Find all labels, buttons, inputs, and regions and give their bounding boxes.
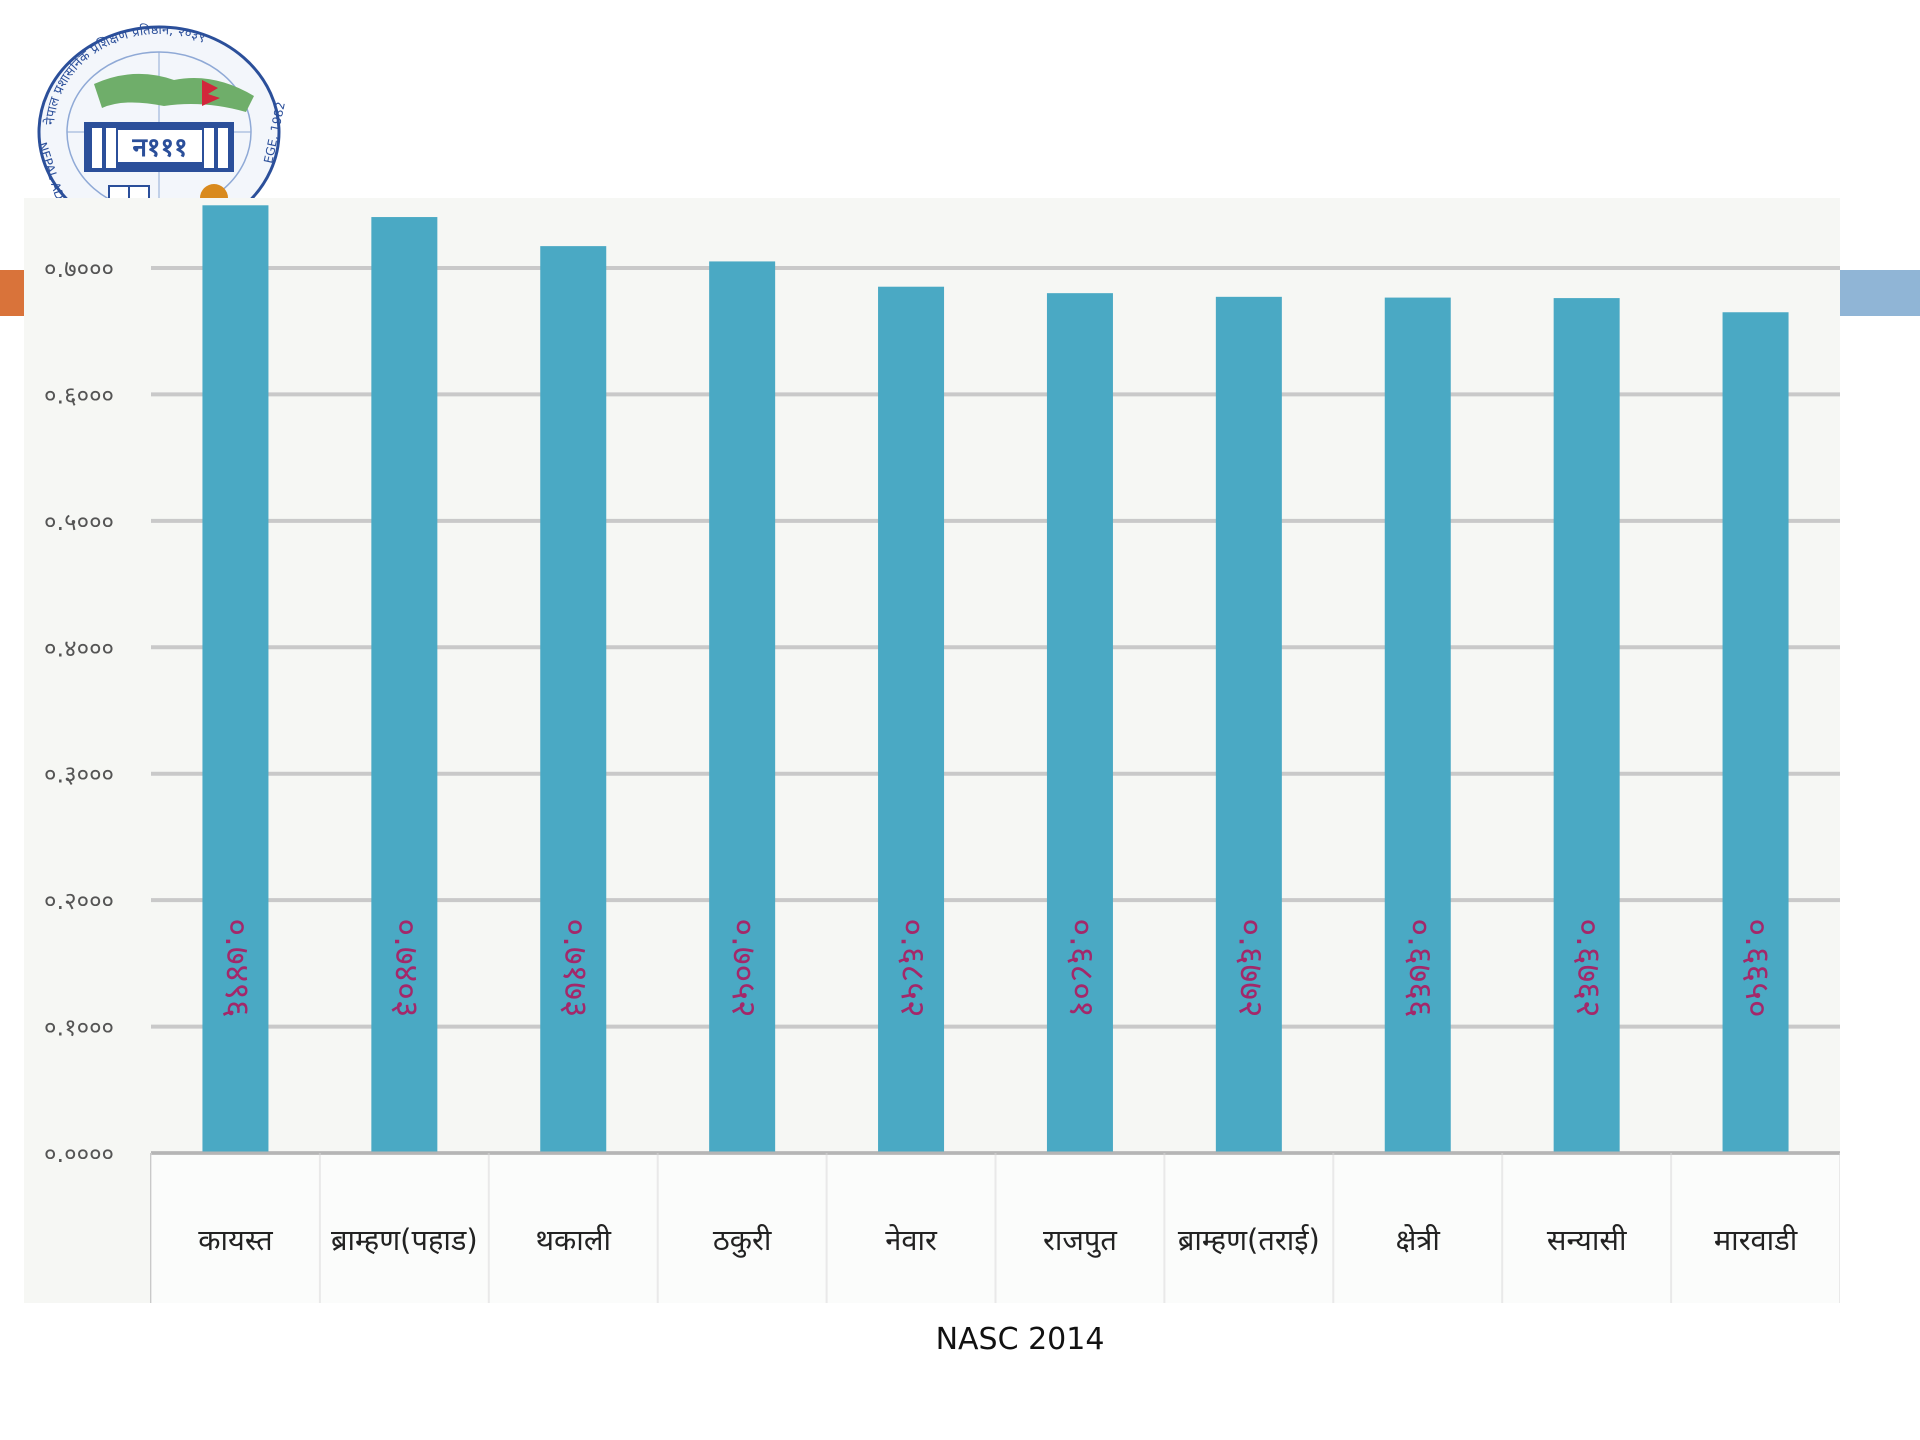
bar-data-label: ०.६८५२ bbox=[893, 918, 933, 1017]
category-band bbox=[151, 1155, 1840, 1303]
logo-emblem-text: न१११ bbox=[132, 133, 188, 163]
bar-data-label: ०.७१७३ bbox=[555, 918, 595, 1017]
bar bbox=[540, 246, 607, 1153]
x-category-label: ठकुरी bbox=[713, 1223, 772, 1258]
bar-data-label: ०.७४०३ bbox=[386, 918, 426, 1017]
bar bbox=[1722, 312, 1789, 1153]
institution-logo: नेपाल प्रशासनिक प्रशिक्षण प्रतिष्ठान, २०… bbox=[14, 14, 304, 244]
x-category-label: मारवाडी bbox=[1714, 1223, 1798, 1257]
bar bbox=[709, 261, 776, 1153]
x-category-label: सन्यासी bbox=[1547, 1223, 1627, 1257]
y-axis-ticks: ०.०००० ०.१००० ०.२००० ०.३००० ०.४००० ०.५००० ०.६०… bbox=[44, 255, 114, 1168]
bar-data-label: ०.६७६६ bbox=[1399, 918, 1439, 1017]
y-tick-label: ०.२००० bbox=[44, 887, 114, 915]
x-category-label: नेवार bbox=[885, 1223, 938, 1257]
bar-data-label: ०.७४९६ bbox=[217, 918, 257, 1017]
accent-bar-left bbox=[0, 270, 24, 316]
y-tick-label: ०.४००० bbox=[44, 634, 114, 662]
x-axis: कायस्त ब्राम्हण(पहाड) थकाली ठकुरी नेवार राजपु… bbox=[150, 1151, 1840, 1303]
bar bbox=[1046, 293, 1113, 1153]
y-tick-label: ०.३००० bbox=[44, 761, 114, 789]
y-tick-label: ०.७००० bbox=[44, 255, 114, 283]
x-category-label: क्षेत्री bbox=[1396, 1223, 1441, 1257]
x-category-label: ब्राम्हण(पहाड) bbox=[331, 1223, 478, 1257]
bar bbox=[878, 286, 945, 1153]
y-tick-label: ०.१००० bbox=[44, 1014, 114, 1042]
bar-data-label: ०.६६५० bbox=[1737, 918, 1777, 1017]
bar-chart: ०.०००० ०.१००० ०.२००० ०.३००० ०.४००० ०.५००० ०.६०… bbox=[24, 198, 1840, 1303]
bar bbox=[1215, 296, 1282, 1154]
bar bbox=[1384, 297, 1451, 1153]
bar bbox=[202, 205, 269, 1153]
footer-text: NASC 2014 bbox=[935, 1322, 1105, 1357]
accent-bar-right bbox=[1840, 270, 1920, 316]
bars: ०.७४९६ ०.७४०३ ०.७१७३ ०.७०५२ ०.६८५२ ०.६८०१ ०.६७… bbox=[202, 205, 1789, 1154]
x-category-label: थकाली bbox=[536, 1223, 612, 1257]
bar-data-label: ०.६७७२ bbox=[1230, 918, 1270, 1017]
bar bbox=[371, 217, 438, 1153]
y-tick-label: ०.६००० bbox=[44, 381, 114, 409]
x-category-label: कायस्त bbox=[198, 1223, 273, 1257]
bar bbox=[1553, 298, 1620, 1154]
bar-data-label: ०.६८०१ bbox=[1061, 918, 1101, 1017]
y-tick-label: ०.५००० bbox=[44, 508, 114, 536]
x-category-label: ब्राम्हण(तराई) bbox=[1178, 1223, 1320, 1257]
x-category-label: राजपुत bbox=[1043, 1223, 1117, 1258]
bar-data-label: ०.७०५२ bbox=[724, 918, 764, 1017]
bar-data-label: ०.६७६२ bbox=[1568, 918, 1608, 1017]
y-tick-label: ०.०००० bbox=[44, 1140, 114, 1168]
